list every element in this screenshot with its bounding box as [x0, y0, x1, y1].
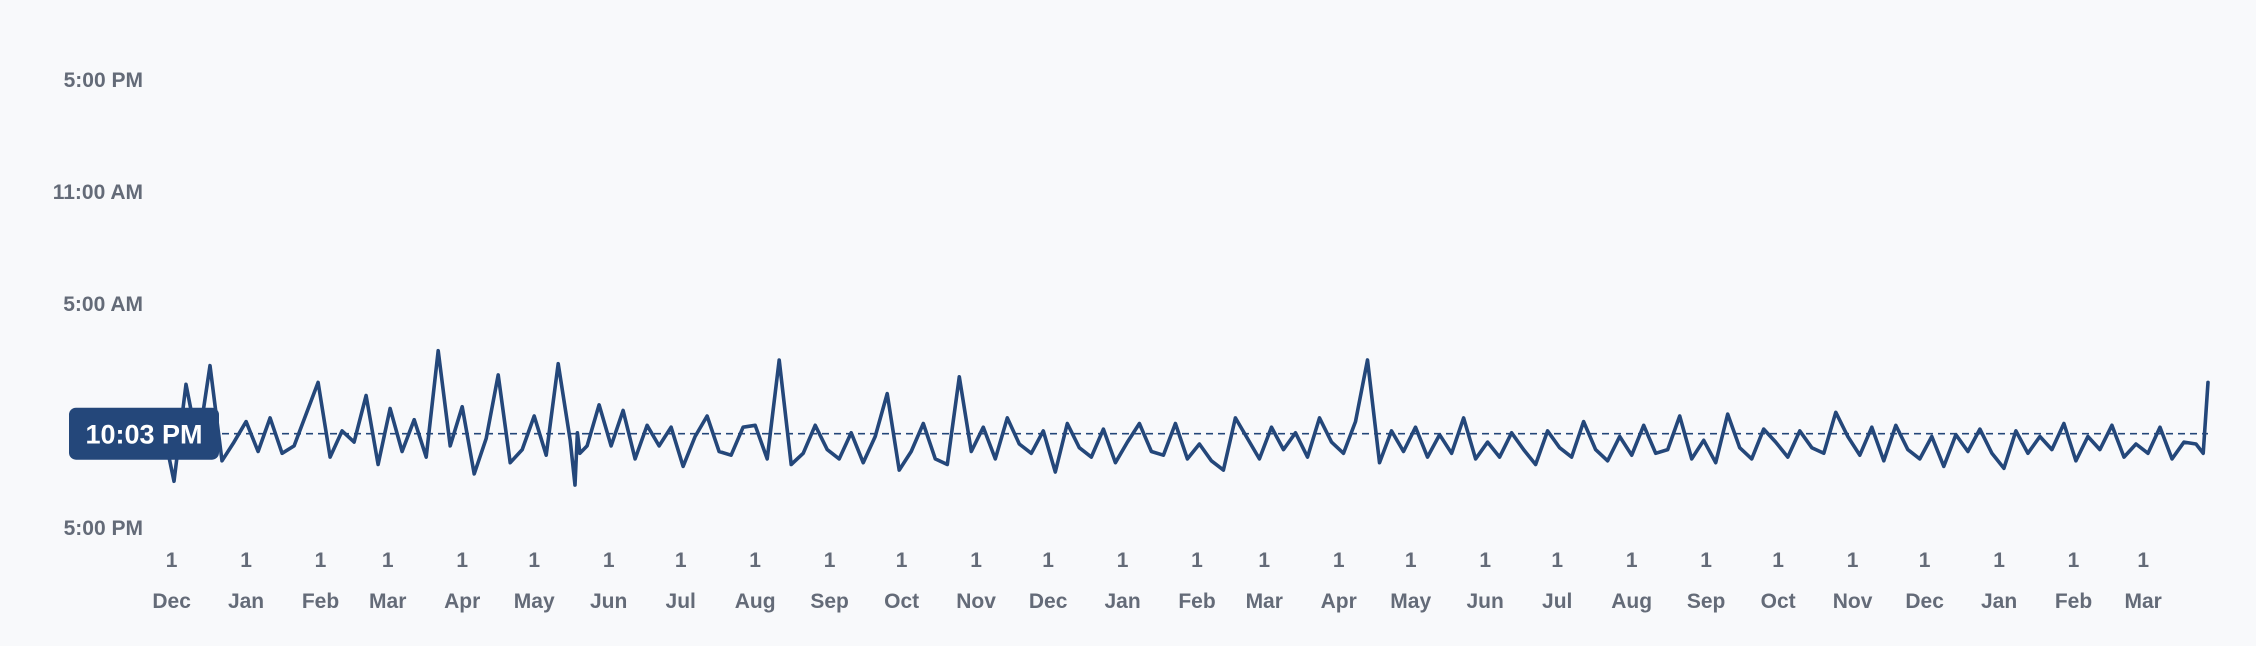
x-tick-day-label: 1 [528, 549, 540, 572]
x-tick-day-label: 1 [166, 549, 178, 572]
x-tick-day-label: 1 [675, 549, 687, 572]
x-tick-month-label: Jul [666, 590, 696, 613]
x-tick-day-label: 1 [1993, 549, 2005, 572]
x-tick-month-label: Sep [1687, 590, 1726, 613]
x-tick-day-label: 1 [970, 549, 982, 572]
x-tick-month-label: Aug [1611, 590, 1652, 613]
x-tick-month-label: Apr [444, 590, 480, 613]
x-tick-day-label: 1 [1333, 549, 1345, 572]
x-tick-day-label: 1 [1919, 549, 1931, 572]
x-tick-day-label: 1 [240, 549, 252, 572]
y-tick-label: 5:00 AM [63, 293, 143, 316]
x-tick-day-label: 1 [315, 549, 327, 572]
x-tick-day-label: 1 [1847, 549, 1859, 572]
x-tick-month-label: Aug [735, 590, 776, 613]
y-tick-label: 5:00 PM [64, 69, 143, 92]
x-tick-day-label: 1 [1700, 549, 1712, 572]
y-tick-label: 5:00 PM [64, 517, 143, 540]
x-tick-month-label: May [514, 590, 555, 613]
x-tick-day-label: 1 [896, 549, 908, 572]
x-tick-day-label: 1 [1626, 549, 1638, 572]
x-tick-day-label: 1 [1042, 549, 1054, 572]
x-tick-month-label: Jun [590, 590, 627, 613]
x-axis: 1 Dec 1 Jan 1 Feb 1 Mar 1 Apr 1 May 1 Jun 1 Jul 1 Aug 1 Sep… [152, 549, 2161, 613]
series-line [160, 348, 2210, 487]
x-tick-month-label: Apr [1321, 590, 1357, 613]
x-tick-day-label: 1 [1258, 549, 1270, 572]
x-tick-month-label: Dec [152, 590, 191, 613]
average-badge: 10:03 PM [69, 407, 219, 460]
x-tick-month-label: Jun [1467, 590, 1504, 613]
x-tick-day-label: 1 [2068, 549, 2080, 572]
average-badge-box [69, 407, 219, 460]
x-tick-month-label: Jan [228, 590, 264, 613]
x-tick-month-label: May [1390, 590, 1431, 613]
x-tick-day-label: 1 [2137, 549, 2149, 572]
x-tick-month-label: Jul [1542, 590, 1572, 613]
x-tick-month-label: Mar [1246, 590, 1283, 613]
x-tick-month-label: Nov [956, 590, 996, 613]
average-badge-label: 10:03 PM [85, 420, 202, 450]
x-tick-month-label: Mar [2124, 590, 2161, 613]
x-tick-day-label: 1 [1479, 549, 1491, 572]
x-tick-day-label: 1 [603, 549, 615, 572]
x-tick-day-label: 1 [824, 549, 836, 572]
x-tick-month-label: Feb [1178, 590, 1215, 613]
x-tick-day-label: 1 [1551, 549, 1563, 572]
x-tick-month-label: Jan [1104, 590, 1140, 613]
x-tick-day-label: 1 [1772, 549, 1784, 572]
x-tick-month-label: Dec [1905, 590, 1944, 613]
y-tick-label: 11:00 AM [53, 181, 143, 204]
x-tick-month-label: Mar [369, 590, 406, 613]
x-tick-day-label: 1 [749, 549, 761, 572]
x-tick-month-label: Feb [302, 590, 339, 613]
x-tick-day-label: 1 [456, 549, 468, 572]
series-group [160, 348, 2210, 487]
x-tick-day-label: 1 [1405, 549, 1417, 572]
x-tick-month-label: Dec [1029, 590, 1068, 613]
x-tick-day-label: 1 [1191, 549, 1203, 572]
x-tick-month-label: Oct [884, 590, 919, 613]
x-tick-month-label: Feb [2055, 590, 2092, 613]
x-tick-day-label: 1 [382, 549, 394, 572]
x-tick-month-label: Jan [1981, 590, 2017, 613]
y-axis: 5:00 PM 11:00 AM 5:00 AM 5:00 PM [53, 69, 143, 540]
x-tick-month-label: Oct [1761, 590, 1796, 613]
x-tick-month-label: Nov [1833, 590, 1873, 613]
x-tick-day-label: 1 [1117, 549, 1129, 572]
x-tick-month-label: Sep [810, 590, 849, 613]
